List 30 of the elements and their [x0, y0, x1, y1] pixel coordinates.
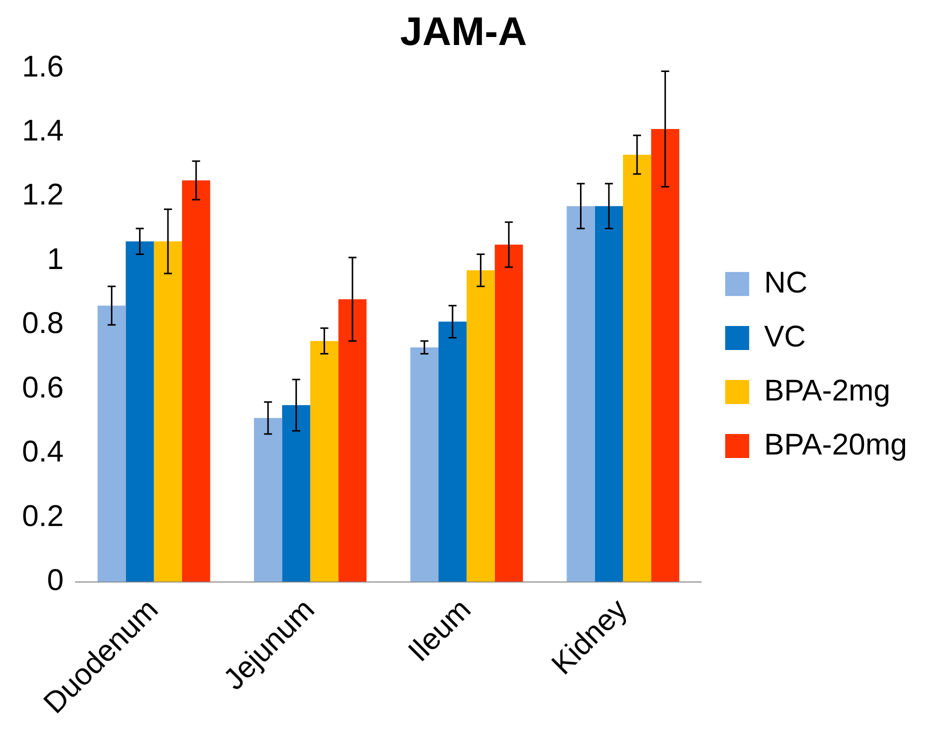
- y-tick-label: 0: [47, 564, 64, 598]
- legend-label: BPA-2mg: [764, 374, 890, 408]
- bar: [98, 306, 126, 582]
- legend-label: VC: [764, 320, 806, 354]
- legend-label: NC: [764, 266, 808, 300]
- bar: [594, 206, 623, 582]
- bar: [182, 180, 210, 582]
- bar: [438, 322, 467, 582]
- y-tick-label: 0.4: [22, 436, 64, 469]
- bar: [622, 154, 652, 582]
- bar: [651, 129, 680, 582]
- bar: [282, 405, 310, 582]
- bar: [338, 299, 367, 582]
- bar: [310, 340, 338, 582]
- legend-label: BPA-20mg: [764, 428, 908, 462]
- bar: [126, 241, 154, 582]
- y-tick-label: 1.2: [22, 178, 64, 212]
- bar: [254, 418, 282, 582]
- y-tick-label: 0.2: [22, 500, 64, 533]
- chart-title: JAM-A: [400, 10, 527, 54]
- y-tick-label: 1.4: [22, 114, 64, 148]
- bar: [410, 347, 438, 582]
- bar: [494, 244, 523, 582]
- y-tick-label: 1.6: [22, 50, 64, 84]
- y-tick-label: 0.8: [22, 307, 64, 340]
- y-tick-label: 0.6: [22, 371, 64, 404]
- bar: [466, 270, 495, 582]
- bar: [566, 206, 595, 582]
- y-tick-label: 1: [47, 242, 64, 276]
- bar: [154, 241, 182, 582]
